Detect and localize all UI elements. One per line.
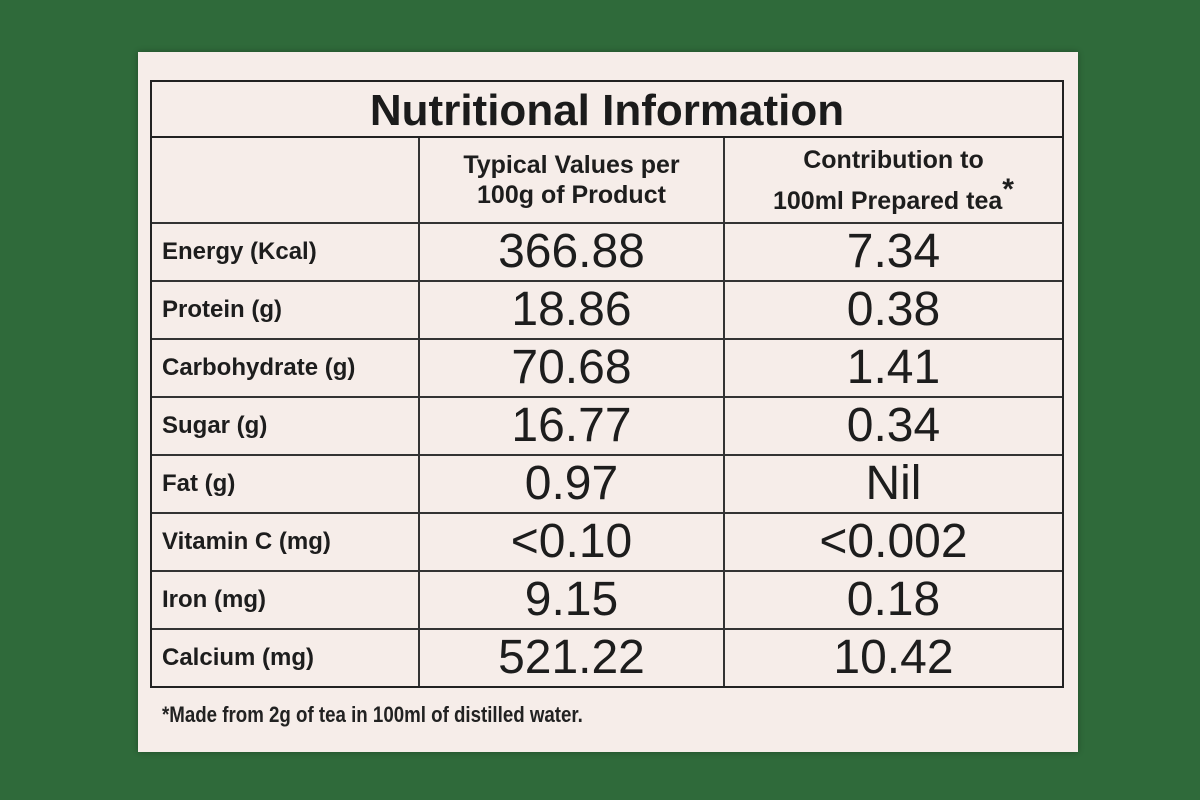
nutrient-value: 0.18 — [722, 570, 1062, 630]
nutrient-value: 10.42 — [722, 628, 1062, 686]
header-line: 100ml Prepared tea* — [725, 172, 1062, 216]
nutrient-row: Calcium (mg) 521.22 10.42 — [152, 628, 1062, 686]
nutrient-name: Carbohydrate (g) — [152, 338, 420, 398]
nutrient-name: Vitamin C (mg) — [152, 512, 420, 572]
nutrient-row: Fat (g) 0.97 Nil — [152, 454, 1062, 514]
nutrient-value: 0.97 — [418, 454, 725, 514]
nutrient-value: 0.38 — [722, 280, 1062, 340]
nutrient-name: Calcium (mg) — [152, 628, 420, 686]
label: Nutritional Information Typical Values p… — [138, 52, 1078, 752]
nutrient-value: 0.34 — [722, 396, 1062, 456]
nutrient-row: Protein (g) 18.86 0.38 — [152, 280, 1062, 340]
nutrient-value: 9.15 — [418, 570, 725, 630]
nutrient-value: Nil — [722, 454, 1062, 514]
header-text: 100ml Prepared tea — [772, 186, 1003, 215]
header-line: Typical Values per — [463, 151, 680, 179]
table-body: Typical Values per 100g of Product Contr… — [152, 138, 1062, 686]
header-cell: Contribution to 100ml Prepared tea* — [722, 138, 1062, 224]
nutrient-value: 18.86 — [418, 280, 725, 340]
nutrient-value: 70.68 — [418, 338, 725, 398]
header-line: 100g of Product — [477, 181, 666, 209]
header-cell: Typical Values per 100g of Product — [418, 138, 725, 224]
nutrient-value: 1.41 — [722, 338, 1062, 398]
nutrient-name: Protein (g) — [152, 280, 420, 340]
header-cell — [152, 138, 420, 224]
nutrient-value: 7.34 — [722, 222, 1062, 282]
nutrition-panel: Nutritional Information Typical Values p… — [150, 80, 1064, 688]
nutrient-row: Vitamin C (mg) <0.10 <0.002 — [152, 512, 1062, 572]
nutrient-name: Energy (Kcal) — [152, 222, 420, 282]
footnote: *Made from 2g of tea in 100ml of distill… — [162, 702, 583, 727]
nutrient-row: Energy (Kcal) 366.88 7.34 — [152, 222, 1062, 282]
nutrient-value: <0.002 — [722, 512, 1062, 572]
footnote-marker: * — [1002, 172, 1014, 206]
nutrient-value: 16.77 — [418, 396, 725, 456]
header-line: Contribution to — [803, 145, 984, 174]
header-row: Typical Values per 100g of Product Contr… — [152, 138, 1062, 224]
nutrient-row: Carbohydrate (g) 70.68 1.41 — [152, 338, 1062, 398]
nutrient-name: Fat (g) — [152, 454, 420, 514]
nutrient-value: 521.22 — [418, 628, 725, 686]
nutrient-row: Iron (mg) 9.15 0.18 — [152, 570, 1062, 630]
nutrient-name: Iron (mg) — [152, 570, 420, 630]
nutrition-table: Typical Values per 100g of Product Contr… — [152, 138, 1062, 686]
title: Nutritional Information — [152, 82, 1062, 138]
nutrient-value: 366.88 — [418, 222, 725, 282]
nutrient-row: Sugar (g) 16.77 0.34 — [152, 396, 1062, 456]
nutrient-name: Sugar (g) — [152, 396, 420, 456]
nutrient-value: <0.10 — [418, 512, 725, 572]
